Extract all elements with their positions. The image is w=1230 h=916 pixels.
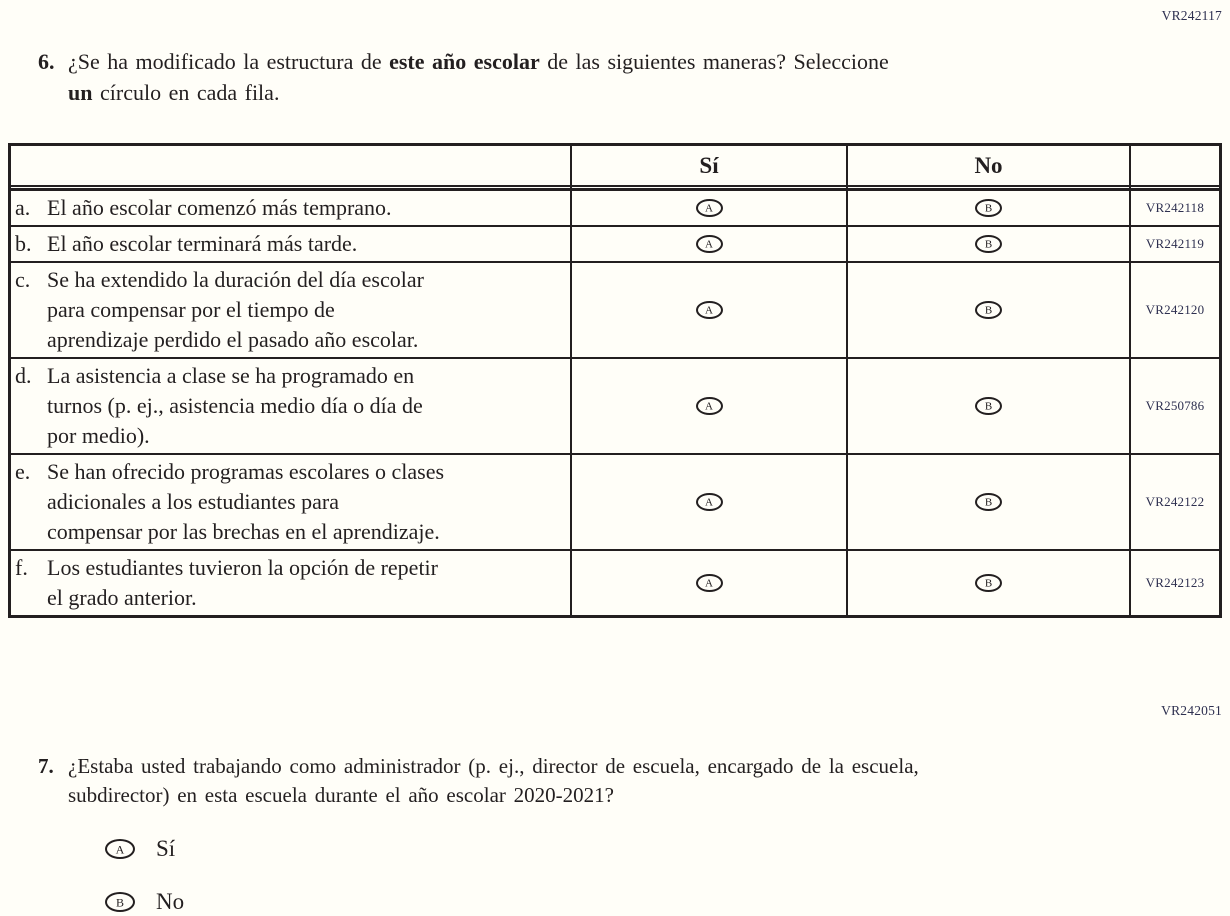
option-label: No [156, 889, 185, 914]
header-divider-segment [11, 187, 572, 191]
bubble-letter: A [705, 577, 713, 589]
no-bubble-e[interactable]: B [975, 493, 1002, 511]
no-cell-d: B [848, 359, 1131, 455]
bubble-letter: A [115, 842, 125, 857]
yes-bubble-a[interactable]: A [695, 199, 723, 217]
row-code-d: VR250786 [1131, 359, 1219, 455]
text-line: ¿Estaba usted trabajando como administra… [68, 754, 919, 778]
yes-cell-d: A [572, 359, 848, 455]
statement-cell-e: e. Se han ofrecido programas escolares o … [11, 455, 572, 551]
no-bubble-b[interactable]: B [975, 235, 1002, 253]
yes-cell-c: A [572, 263, 848, 359]
yes-cell-e: A [572, 455, 848, 551]
question-6-text: ¿Se ha modificado la estructura de este … [68, 46, 889, 108]
option-label: Sí [156, 836, 176, 861]
yes-cell-f: A [572, 551, 848, 615]
matrix-header-code [1131, 146, 1219, 187]
matrix-header-statement [11, 146, 572, 187]
statement-text: Los estudiantes tuvieron la opción de re… [47, 555, 438, 610]
question-6: 6. ¿Se ha modificado la estructura de es… [38, 46, 889, 108]
yes-cell-a: A [572, 191, 848, 227]
question-6-number: 6. [38, 49, 55, 74]
row-code-c: VR242120 [1131, 263, 1219, 359]
bubble-letter: B [984, 496, 993, 508]
row-letter: f. [15, 555, 28, 580]
no-bubble-f[interactable]: B [975, 574, 1002, 592]
bubble-letter: A [705, 400, 713, 412]
statement-cell-c: c. Se ha extendido la duración del día es… [11, 263, 572, 359]
question-7-number: 7. [38, 754, 54, 778]
statement-text: El año escolar comenzó más temprano. [47, 195, 392, 220]
bubble-letter: B [984, 202, 993, 214]
row-code-e: VR242122 [1131, 455, 1219, 551]
question-6-response-matrix: Sí No a. El año escolar comenzó más tempr… [8, 143, 1222, 618]
question-7: 7. ¿Estaba usted trabajando como adminis… [38, 752, 919, 916]
yes-bubble-c[interactable]: A [695, 301, 723, 319]
question7-section-code: VR242051 [1161, 703, 1222, 718]
no-bubble-a[interactable]: B [975, 199, 1002, 217]
header-divider-segment [848, 187, 1131, 191]
row-code-b: VR242119 [1131, 227, 1219, 263]
row-letter: e. [15, 459, 31, 484]
matrix-header-si: Sí [572, 146, 848, 187]
row-letter: c. [15, 267, 31, 292]
bubble-letter: A [705, 304, 713, 316]
statement-cell-a: a. El año escolar comenzó más temprano. [11, 191, 572, 227]
text-line: subdirector) en esta escuela durante el … [68, 783, 614, 807]
bubble-letter: B [984, 400, 993, 412]
row-letter: b. [15, 231, 32, 256]
statement-text: El año escolar terminará más tarde. [47, 231, 358, 256]
statement-text: La asistencia a clase se ha programado e… [47, 363, 423, 448]
header-divider-segment [572, 187, 848, 191]
yes-bubble-d[interactable]: A [695, 397, 723, 415]
yes-bubble-f[interactable]: A [695, 574, 723, 592]
row-code-a: VR242118 [1131, 191, 1219, 227]
no-cell-b: B [848, 227, 1131, 263]
no-bubble-c[interactable]: B [975, 301, 1002, 319]
row-code-f: VR242123 [1145, 575, 1205, 590]
question6-section-code: VR242117 [1161, 8, 1222, 23]
yes-bubble-e[interactable]: A [695, 493, 723, 511]
bubble-letter: A [705, 202, 713, 214]
no-cell-c: B [848, 263, 1131, 359]
row-letter: d. [15, 363, 32, 388]
bubble-letter: A [705, 496, 713, 508]
statement-text: Se han ofrecido programas escolares o cl… [47, 459, 445, 544]
bubble-letter: B [984, 238, 993, 250]
statement-cell-b: b. El año escolar terminará más tarde. [11, 227, 572, 263]
row-letter: a. [15, 195, 31, 220]
bubble-letter: B [984, 577, 993, 589]
bubble-letter: B [115, 895, 124, 910]
matrix-header-no: No [848, 146, 1131, 187]
option-sí: A Sí [105, 836, 919, 862]
statement-text: Se ha extendido la duración del día esco… [47, 267, 424, 352]
bubble-letter: A [705, 238, 713, 250]
yes-bubble-b[interactable]: A [695, 235, 723, 253]
statement-cell-f: f. Los estudiantes tuvieron la opción de … [11, 551, 572, 615]
no-cell-a: B [848, 191, 1131, 227]
question-7-options: A Sí B No [105, 836, 919, 915]
text-line: un círculo en cada fila. [68, 80, 280, 105]
no-cell-e: B [848, 455, 1131, 551]
bubble-letter: B [984, 304, 993, 316]
option-no: B No [105, 889, 919, 915]
option-bubble-b[interactable]: B [105, 892, 135, 912]
statement-cell-d: d. La asistencia a clase se ha programado… [11, 359, 572, 455]
no-cell-f: B [848, 551, 1131, 615]
text-line: ¿Se ha modificado la estructura de este … [68, 49, 889, 74]
option-bubble-a[interactable]: A [105, 839, 135, 859]
question-7-text: ¿Estaba usted trabajando como administra… [68, 752, 919, 810]
header-divider-segment [1131, 187, 1219, 191]
no-bubble-d[interactable]: B [975, 397, 1002, 415]
yes-cell-b: A [572, 227, 848, 263]
